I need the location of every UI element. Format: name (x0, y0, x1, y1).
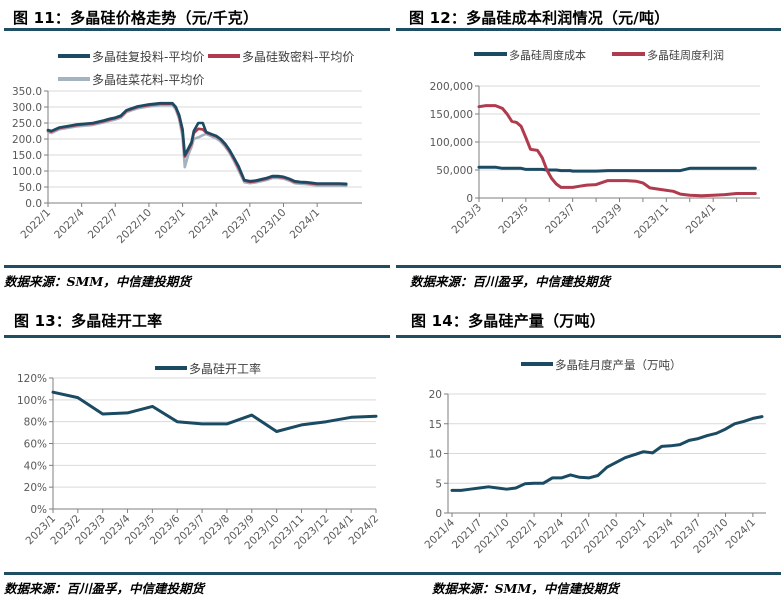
legend-label: 多晶硅致密料-平均价 (242, 49, 354, 64)
y-tick-label: 80% (24, 417, 47, 429)
y-tick-label: 250.0 (12, 118, 42, 130)
figure-14-source: 数据来源：SMM，中信建投期货 (432, 581, 619, 596)
figure-13-title: 图 13：多晶硅开工率 (14, 312, 163, 330)
y-tick-label: 50.0 (19, 182, 42, 194)
series-line (46, 101, 348, 186)
y-tick-label: 10 (429, 449, 442, 461)
y-tick-label: 100,000 (430, 137, 473, 149)
x-tick-label: 2024/1 (723, 517, 758, 552)
series-line (51, 390, 378, 433)
y-tick-label: 200.0 (12, 134, 42, 146)
figure-13-top-divider (4, 335, 390, 338)
series-line (450, 415, 764, 492)
y-tick-label: 300.0 (12, 102, 42, 114)
bottom-divider (4, 572, 781, 575)
y-tick-label: 150.0 (12, 150, 42, 162)
y-tick-label: 60% (24, 439, 47, 451)
legend-label: 多晶硅周度利润 (647, 48, 724, 62)
y-tick-label: 200,000 (430, 81, 473, 93)
figure-11-bottom-divider (4, 265, 390, 268)
y-tick-label: 5 (435, 478, 442, 490)
figure-11-title: 图 11：多晶硅价格走势（元/千克） (13, 9, 259, 27)
y-tick-label: 20% (24, 482, 47, 494)
series-line (477, 104, 757, 198)
figure-11-price-chart: 0.050.0100.0150.0200.0250.0300.0350.0202… (12, 49, 362, 246)
figure-13-source: 数据来源：百川盈孚，中信建投期货 (4, 581, 205, 596)
y-tick-label: 50,000 (436, 165, 473, 177)
y-tick-label: 0 (466, 193, 473, 205)
y-tick-label: 40% (24, 460, 47, 472)
y-tick-label: 0 (435, 508, 442, 520)
y-tick-label: 100.0 (12, 166, 42, 178)
figure-12-bottom-divider (396, 265, 781, 268)
y-tick-label: 120% (17, 373, 47, 385)
y-tick-label: 150,000 (430, 109, 473, 121)
figure-14-title: 图 14：多晶硅产量（万吨） (411, 312, 605, 330)
y-tick-label: 15 (429, 419, 442, 431)
legend-label: 多晶硅复投料-平均价 (92, 49, 204, 64)
figure-12-title: 图 12：多晶硅成本利润情况（元/吨） (409, 9, 670, 27)
figure-12-source: 数据来源：百川盈孚，中信建投期货 (410, 274, 611, 289)
y-tick-label: 100% (17, 395, 47, 407)
legend-label: 多晶硅月度产量（万吨） (555, 358, 682, 372)
figure-14-top-divider (396, 335, 781, 338)
figure-13-utilization-chart: 0%20%40%60%80%100%120%2023/12023/22023/3… (17, 361, 381, 552)
y-tick-label: 350.0 (12, 86, 42, 98)
y-tick-label: 0.0 (25, 198, 42, 210)
figure-11-top-divider (4, 28, 390, 31)
legend-label: 多晶硅周度成本 (509, 48, 586, 62)
y-tick-label: 20 (429, 389, 442, 401)
legend-label: 多晶硅开工率 (189, 361, 261, 376)
legend-label: 多晶硅菜花料-平均价 (92, 72, 204, 87)
y-tick-label: 0% (30, 504, 47, 516)
figure-11-source: 数据来源：SMM，中信建投期货 (4, 274, 191, 289)
figure-12-top-divider (396, 28, 781, 31)
series-line (477, 165, 757, 173)
